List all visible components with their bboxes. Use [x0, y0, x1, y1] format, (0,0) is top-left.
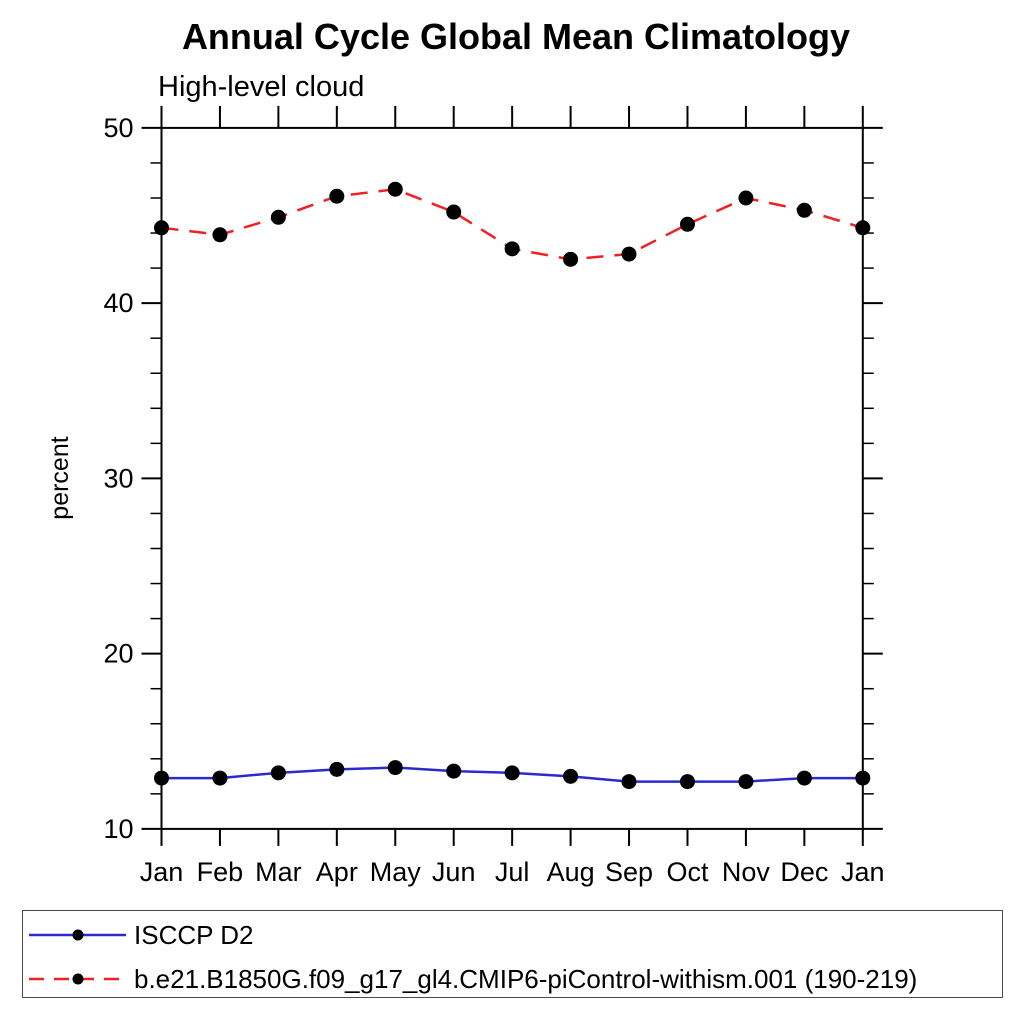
- x-tick-label: Jan: [140, 857, 184, 887]
- x-tick-label: May: [370, 857, 422, 887]
- x-tick-label: Jan: [841, 857, 885, 887]
- legend-item-model: b.e21.B1850G.f09_g17_gl4.CMIP6-piControl…: [28, 964, 917, 994]
- data-point: [679, 216, 695, 232]
- x-tick-label: Sep: [605, 857, 653, 887]
- x-tick-label: Dec: [780, 857, 828, 887]
- chart-title: Annual Cycle Global Mean Climatology: [182, 16, 850, 57]
- y-tick-label: 10: [103, 814, 133, 844]
- data-point: [504, 241, 520, 257]
- data-point: [621, 774, 637, 790]
- data-point: [738, 774, 754, 790]
- y-tick-label: 50: [103, 113, 133, 143]
- chart-subtitle: High-level cloud: [158, 71, 364, 103]
- data-point: [563, 251, 579, 267]
- data-point: [329, 761, 345, 777]
- legend-item-isccp: ISCCP D2: [28, 920, 253, 950]
- data-point: [738, 190, 754, 206]
- data-point: [446, 763, 462, 779]
- data-point: [154, 770, 169, 786]
- plot-frame: [160, 126, 864, 830]
- data-point: [329, 188, 345, 204]
- annual-cycle-chart: Annual Cycle Global Mean Climatology Hig…: [46, 16, 885, 887]
- data-point: [270, 209, 286, 225]
- x-tick-label: Apr: [316, 857, 358, 887]
- x-tick-label: Feb: [197, 857, 244, 887]
- x-tick-label: Mar: [255, 857, 302, 887]
- y-tick-label: 20: [103, 639, 133, 669]
- data-point: [679, 774, 695, 790]
- legend-sample-solid-line: [29, 929, 126, 941]
- data-point: [387, 760, 403, 776]
- y-tick-label: 30: [103, 463, 133, 493]
- data-point: [796, 770, 812, 786]
- x-tick-label: Oct: [666, 857, 709, 887]
- data-point: [563, 768, 579, 784]
- data-point: [504, 765, 520, 781]
- data-point: [212, 770, 228, 786]
- x-tick-label: Nov: [722, 857, 771, 887]
- data-point: [212, 227, 228, 243]
- data-point: [270, 765, 286, 781]
- legend-sample-dashed-line: [29, 973, 126, 985]
- x-tick-label: Jul: [495, 857, 530, 887]
- plot-area: Jan Feb Mar Apr May Jun Jul Aug Sep Oct Nov Dec Jan1…: [103, 105, 885, 887]
- data-point: [796, 202, 812, 218]
- data-point: [446, 204, 462, 220]
- y-axis-label: percent: [46, 436, 74, 519]
- data-point: [387, 181, 403, 197]
- legend-label: ISCCP D2: [134, 920, 254, 950]
- y-tick-label: 40: [103, 288, 133, 318]
- data-point: [621, 246, 637, 262]
- data-point: [855, 770, 871, 786]
- legend: ISCCP D2 b.e21.B1850G.f09_g17_gl4.CMIP6-…: [22, 910, 1003, 998]
- x-tick-label: Aug: [547, 857, 595, 887]
- data-point: [154, 220, 169, 236]
- legend-marker-icon: [72, 973, 84, 985]
- legend-label: b.e21.B1850G.f09_g17_gl4.CMIP6-piControl…: [134, 964, 918, 994]
- data-point: [855, 220, 871, 236]
- x-tick-label: Jun: [432, 857, 476, 887]
- legend-marker-icon: [72, 929, 84, 941]
